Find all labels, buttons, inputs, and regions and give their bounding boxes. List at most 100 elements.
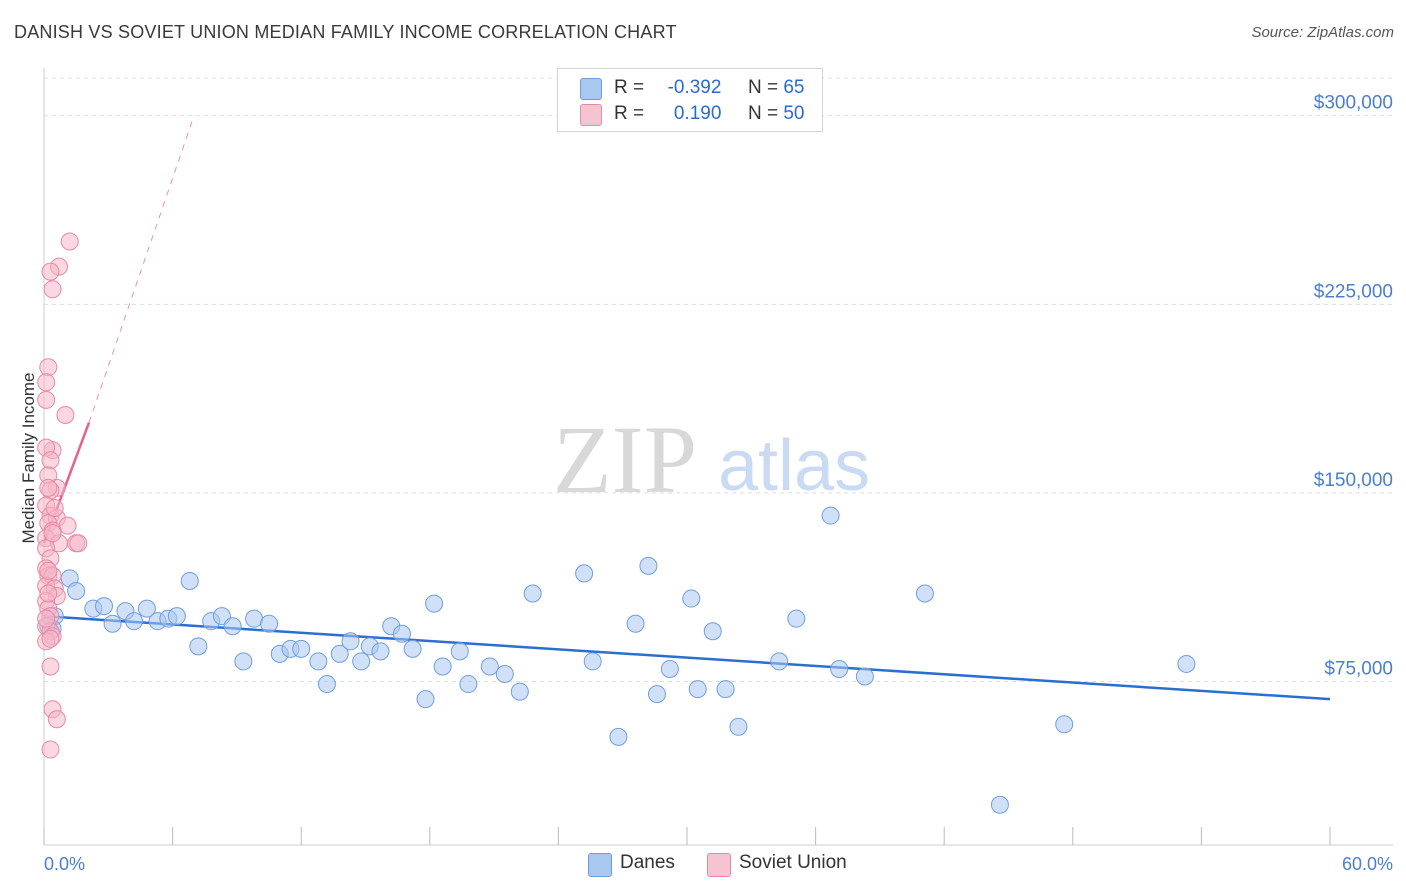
danes-point [95, 597, 114, 616]
soviet-point [37, 609, 56, 628]
danes-point [830, 659, 849, 678]
legend-n-label: N = [747, 103, 779, 124]
danes-point [716, 680, 735, 699]
danes-point [626, 614, 645, 633]
legend-soviet-n: 50 [783, 103, 805, 124]
source-label: Source: ZipAtlas.com [1251, 24, 1394, 41]
danes-point [510, 682, 529, 701]
danes-point [292, 639, 311, 658]
danes-point [495, 664, 514, 683]
danes-point [609, 727, 628, 746]
danes-point [309, 652, 328, 671]
legend-danes-text: R = -0.392 N = 65 [614, 77, 804, 99]
danes-point [583, 652, 602, 671]
legend-n-label: N = [747, 77, 779, 98]
danes-legend-icon [588, 853, 612, 877]
danes-point [729, 717, 748, 736]
points-layer [37, 232, 1196, 814]
danes-point [770, 652, 789, 671]
y-axis-label: Median Family Income [19, 372, 38, 543]
soviet-trendline-extension [88, 115, 195, 423]
danes-point [703, 622, 722, 641]
danes-point [480, 657, 499, 676]
soviet-point [37, 390, 56, 409]
danes-point [1055, 715, 1074, 734]
chart-title: DANISH VS SOVIET UNION MEDIAN FAMILY INC… [14, 22, 677, 42]
x-tick-label-min: 0.0% [44, 854, 85, 874]
soviet-point [43, 524, 62, 543]
danes-point [403, 639, 422, 658]
danes-point [688, 680, 707, 699]
watermark-atlas: atlas [718, 426, 870, 506]
soviet-point [41, 262, 60, 281]
danes-point [425, 594, 444, 613]
danes-point [180, 571, 199, 590]
danes-point [371, 642, 390, 661]
danes-point [223, 617, 242, 636]
danes-point [660, 659, 679, 678]
soviet-point [39, 478, 58, 497]
soviet-legend-icon [707, 853, 731, 877]
danes-point [341, 632, 360, 651]
watermark: ZIP atlas [553, 406, 870, 513]
soviet-swatch-icon [580, 104, 602, 126]
soviet-point [39, 561, 58, 580]
danes-legend-label: Danes [620, 852, 675, 873]
soviet-point [45, 499, 64, 518]
danes-point [352, 652, 371, 671]
legend-r-label: R = [614, 77, 645, 98]
soviet-point [41, 451, 60, 470]
label-layer: Median Family Income 0.0% 60.0% [19, 372, 1393, 874]
danes-point [260, 614, 279, 633]
danes-point [137, 599, 156, 618]
grid-layer [44, 77, 1393, 683]
danes-point [67, 582, 86, 601]
soviet-point [56, 405, 75, 424]
soviet-point [39, 584, 58, 603]
danes-point [639, 556, 658, 575]
y-tick-label: $300,000 [1314, 93, 1393, 114]
danes-point [317, 675, 336, 694]
legend-soviet-r: 0.190 [673, 103, 722, 124]
legend-danes-r: -0.392 [667, 77, 722, 98]
danes-swatch-icon [580, 78, 602, 100]
danes-point [575, 564, 594, 583]
legend-soviet-text: R = 0.190 N = 50 [614, 103, 804, 125]
legend-r-label: R = [614, 103, 645, 124]
danes-point [234, 652, 253, 671]
danes-trendline [43, 614, 1331, 701]
danes-point [682, 589, 701, 608]
danes-point [855, 667, 874, 686]
soviet-point [41, 740, 60, 759]
danes-point [167, 607, 186, 626]
soviet-point [41, 629, 60, 648]
danes-point [392, 624, 411, 643]
danes-point [450, 642, 469, 661]
danes-point [125, 612, 144, 631]
soviet-point [39, 358, 58, 377]
y-tick-label: $225,000 [1314, 281, 1393, 302]
soviet-point [37, 373, 56, 392]
y-tick-label: $75,000 [1324, 659, 1393, 680]
x-tick-label-max: 60.0% [1342, 854, 1393, 874]
soviet-point [47, 710, 66, 729]
danes-point [459, 675, 478, 694]
danes-point [915, 584, 934, 603]
soviet-point [60, 232, 79, 251]
danes-point [647, 685, 666, 704]
soviet-legend-label: Soviet Union [739, 852, 847, 873]
danes-point [433, 657, 452, 676]
danes-point [787, 609, 806, 628]
y-tick-label: $150,000 [1314, 470, 1393, 491]
danes-point [416, 690, 435, 709]
soviet-point [43, 280, 62, 299]
soviet-point [58, 516, 77, 535]
danes-point [189, 637, 208, 656]
correlation-legend: R = -0.392 N = 65 R = 0.190 N = 50 [557, 68, 823, 132]
legend-danes-n: 65 [783, 77, 805, 98]
soviet-point [69, 534, 88, 553]
danes-point [103, 614, 122, 633]
danes-point [990, 795, 1009, 814]
danes-point [821, 506, 840, 525]
